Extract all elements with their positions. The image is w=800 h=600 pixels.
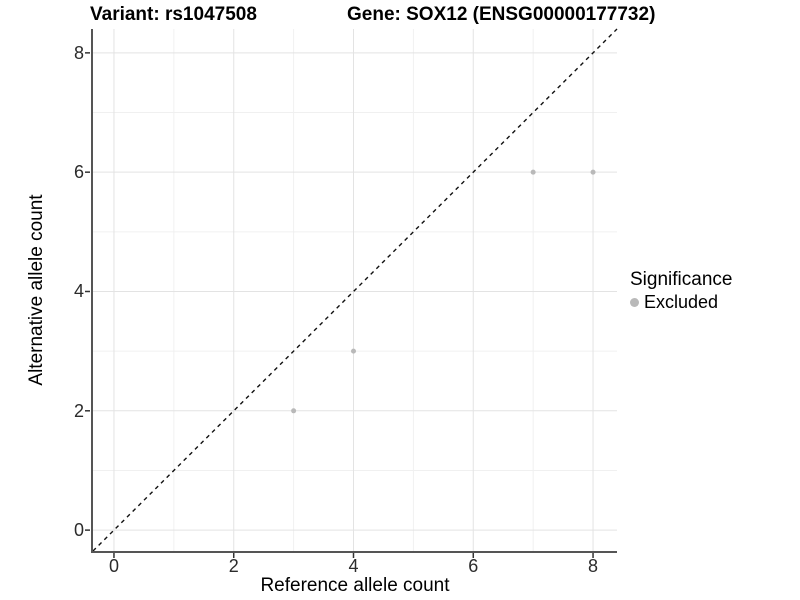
data-point [291,408,297,414]
plot-title-gene: Gene: SOX12 (ENSG00000177732) [347,4,656,25]
y-tick-label: 2 [73,400,84,421]
y-tick-label: 6 [73,162,84,183]
x-tick-label: 4 [348,556,359,576]
identity-dashed-line [92,28,618,552]
data-point [351,348,357,354]
data-point [590,169,596,175]
x-tick-label: 6 [468,556,479,576]
legend-item-excluded: Excluded [630,292,732,312]
y-tick-label: 4 [73,281,84,302]
legend: Significance Excluded [630,269,732,312]
x-tick-label: 0 [108,556,119,576]
legend-point-icon [630,297,639,307]
y-tick-label: 0 [73,520,84,541]
y-axis-title-wrap: Alternative allele count [26,140,48,440]
y-tick-label: 8 [73,42,84,63]
plot-title-variant: Variant: rs1047508 [90,4,257,25]
legend-title: Significance [630,269,733,290]
x-axis-title: Reference allele count [260,575,450,596]
x-tick-label: 8 [588,556,599,576]
data-point [530,169,536,175]
x-tick-label: 2 [228,556,239,576]
legend-item-label: Excluded [644,292,719,312]
y-axis-title: Alternative allele count [26,194,47,386]
